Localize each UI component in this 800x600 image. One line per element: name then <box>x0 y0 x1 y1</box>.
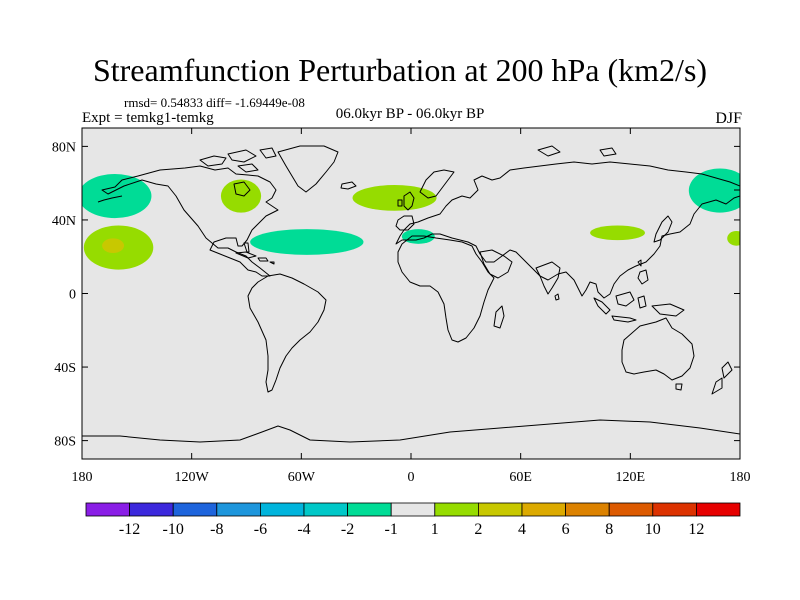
anomaly-subtropical-pacific-core <box>102 238 125 254</box>
coast-aleutians <box>97 189 740 203</box>
lon-tick-label: 180 <box>72 470 93 485</box>
colorbar-label: 1 <box>431 521 439 538</box>
colorbar-swatch <box>390 502 436 517</box>
coastline-layer <box>82 145 740 443</box>
coast-south-america <box>247 273 327 393</box>
colorbar-label: -12 <box>119 521 140 538</box>
colorbar-swatch <box>696 502 741 517</box>
colorbar-label: 10 <box>645 521 661 538</box>
coast-greenland <box>277 145 339 193</box>
colorbar-swatch <box>259 502 305 517</box>
anomaly-northwest-pacific-negative <box>688 168 740 213</box>
coast-africa <box>397 235 495 343</box>
colorbar-swatch <box>652 502 697 517</box>
coast-north-america <box>101 165 279 277</box>
anomaly-dateline-positive <box>727 230 740 246</box>
coast-florida <box>243 242 250 253</box>
anomaly-north-america-positive <box>220 179 262 213</box>
coast-hudson-bay <box>233 181 251 197</box>
anomaly-north-pacific-negative <box>82 173 152 219</box>
rmsd-label: rmsd= 0.54833 diff= -1.69449e-08 <box>124 95 305 110</box>
colorbar-swatch <box>565 502 610 517</box>
colorbar-swatch <box>434 502 479 517</box>
colorbar-label: 12 <box>688 521 704 538</box>
colorbar-swatch <box>521 502 566 517</box>
coast-sri-lanka <box>554 293 560 301</box>
experiment-label: Expt = temkg1-temkg <box>82 110 214 126</box>
lat-tick-label: 80S <box>54 435 76 450</box>
coast-madagascar <box>493 305 505 329</box>
lon-tick-label: 180 <box>730 470 751 485</box>
coast-india <box>535 261 561 295</box>
anomaly-north-atlantic-positive <box>352 185 437 211</box>
lat-tick-label: 80N <box>52 140 76 155</box>
coast-new-zealand <box>711 361 733 395</box>
colorbar-swatch <box>477 502 523 517</box>
map-background <box>82 128 740 459</box>
coast-japan <box>653 215 673 243</box>
coast-philippines <box>637 259 649 285</box>
coast-antarctica <box>82 419 740 443</box>
anomaly-subtropical-atlantic-negative <box>250 229 364 255</box>
colorbar-swatch <box>608 502 654 517</box>
coast-arabia <box>479 249 513 279</box>
period-label: 06.0kyr BP - 06.0kyr BP <box>335 106 485 122</box>
colorbar-label: 8 <box>605 521 613 538</box>
colorbar-label: 6 <box>562 521 570 538</box>
lon-tick-label: 60W <box>288 470 316 485</box>
coast-caribbean <box>235 251 275 265</box>
coast-arctic-islands <box>199 147 277 173</box>
coast-indonesia <box>593 291 647 323</box>
lon-tick-label: 120W <box>175 470 210 485</box>
coast-iberia <box>395 215 415 231</box>
coast-australia <box>621 317 695 381</box>
anomaly-east-asia-positive <box>590 225 645 241</box>
anomaly-layer <box>82 168 740 270</box>
colorbar-swatch <box>347 502 392 517</box>
colorbar-label: -4 <box>297 521 310 538</box>
season-label: DJF <box>715 110 742 127</box>
lon-tick-label: 0 <box>408 470 415 485</box>
colorbar-label: 4 <box>518 521 526 538</box>
coast-british-isles <box>397 191 415 211</box>
colorbar-label: -6 <box>254 521 267 538</box>
colorbar-swatch <box>216 502 261 517</box>
coast-tasmania <box>675 383 683 391</box>
coast-scandinavia <box>419 169 455 199</box>
colorbar-swatch <box>129 502 174 517</box>
lat-tick-label: 40N <box>52 214 76 229</box>
colorbar-swatch <box>303 502 348 517</box>
page-title: Streamfunction Perturbation at 200 hPa (… <box>92 52 708 88</box>
lat-tick-label: 0 <box>69 288 76 303</box>
coast-iceland <box>340 181 357 190</box>
colorbar-swatch <box>85 502 130 517</box>
coast-new-guinea <box>651 303 685 317</box>
coast-eurasia <box>395 161 740 299</box>
colorbar-label: -8 <box>210 521 223 538</box>
colorbar-label: -2 <box>341 521 354 538</box>
colorbar-swatch <box>172 502 218 517</box>
colorbar-label: -1 <box>385 521 398 538</box>
axis-ticks: 80N 40N 0 40S 80S 180 120W 60W 0 60E 120E 180 <box>52 128 751 485</box>
colorbar-label: 2 <box>474 521 482 538</box>
lat-tick-label: 40S <box>54 361 76 376</box>
colorbar: -12 -10 -8 -6 -4 -2 -1 1 2 4 6 8 10 12 <box>85 502 741 538</box>
colorbar-label: -10 <box>163 521 184 538</box>
lon-tick-label: 60E <box>509 470 532 485</box>
lon-tick-label: 120E <box>616 470 646 485</box>
coast-siberian-islands <box>537 145 617 157</box>
